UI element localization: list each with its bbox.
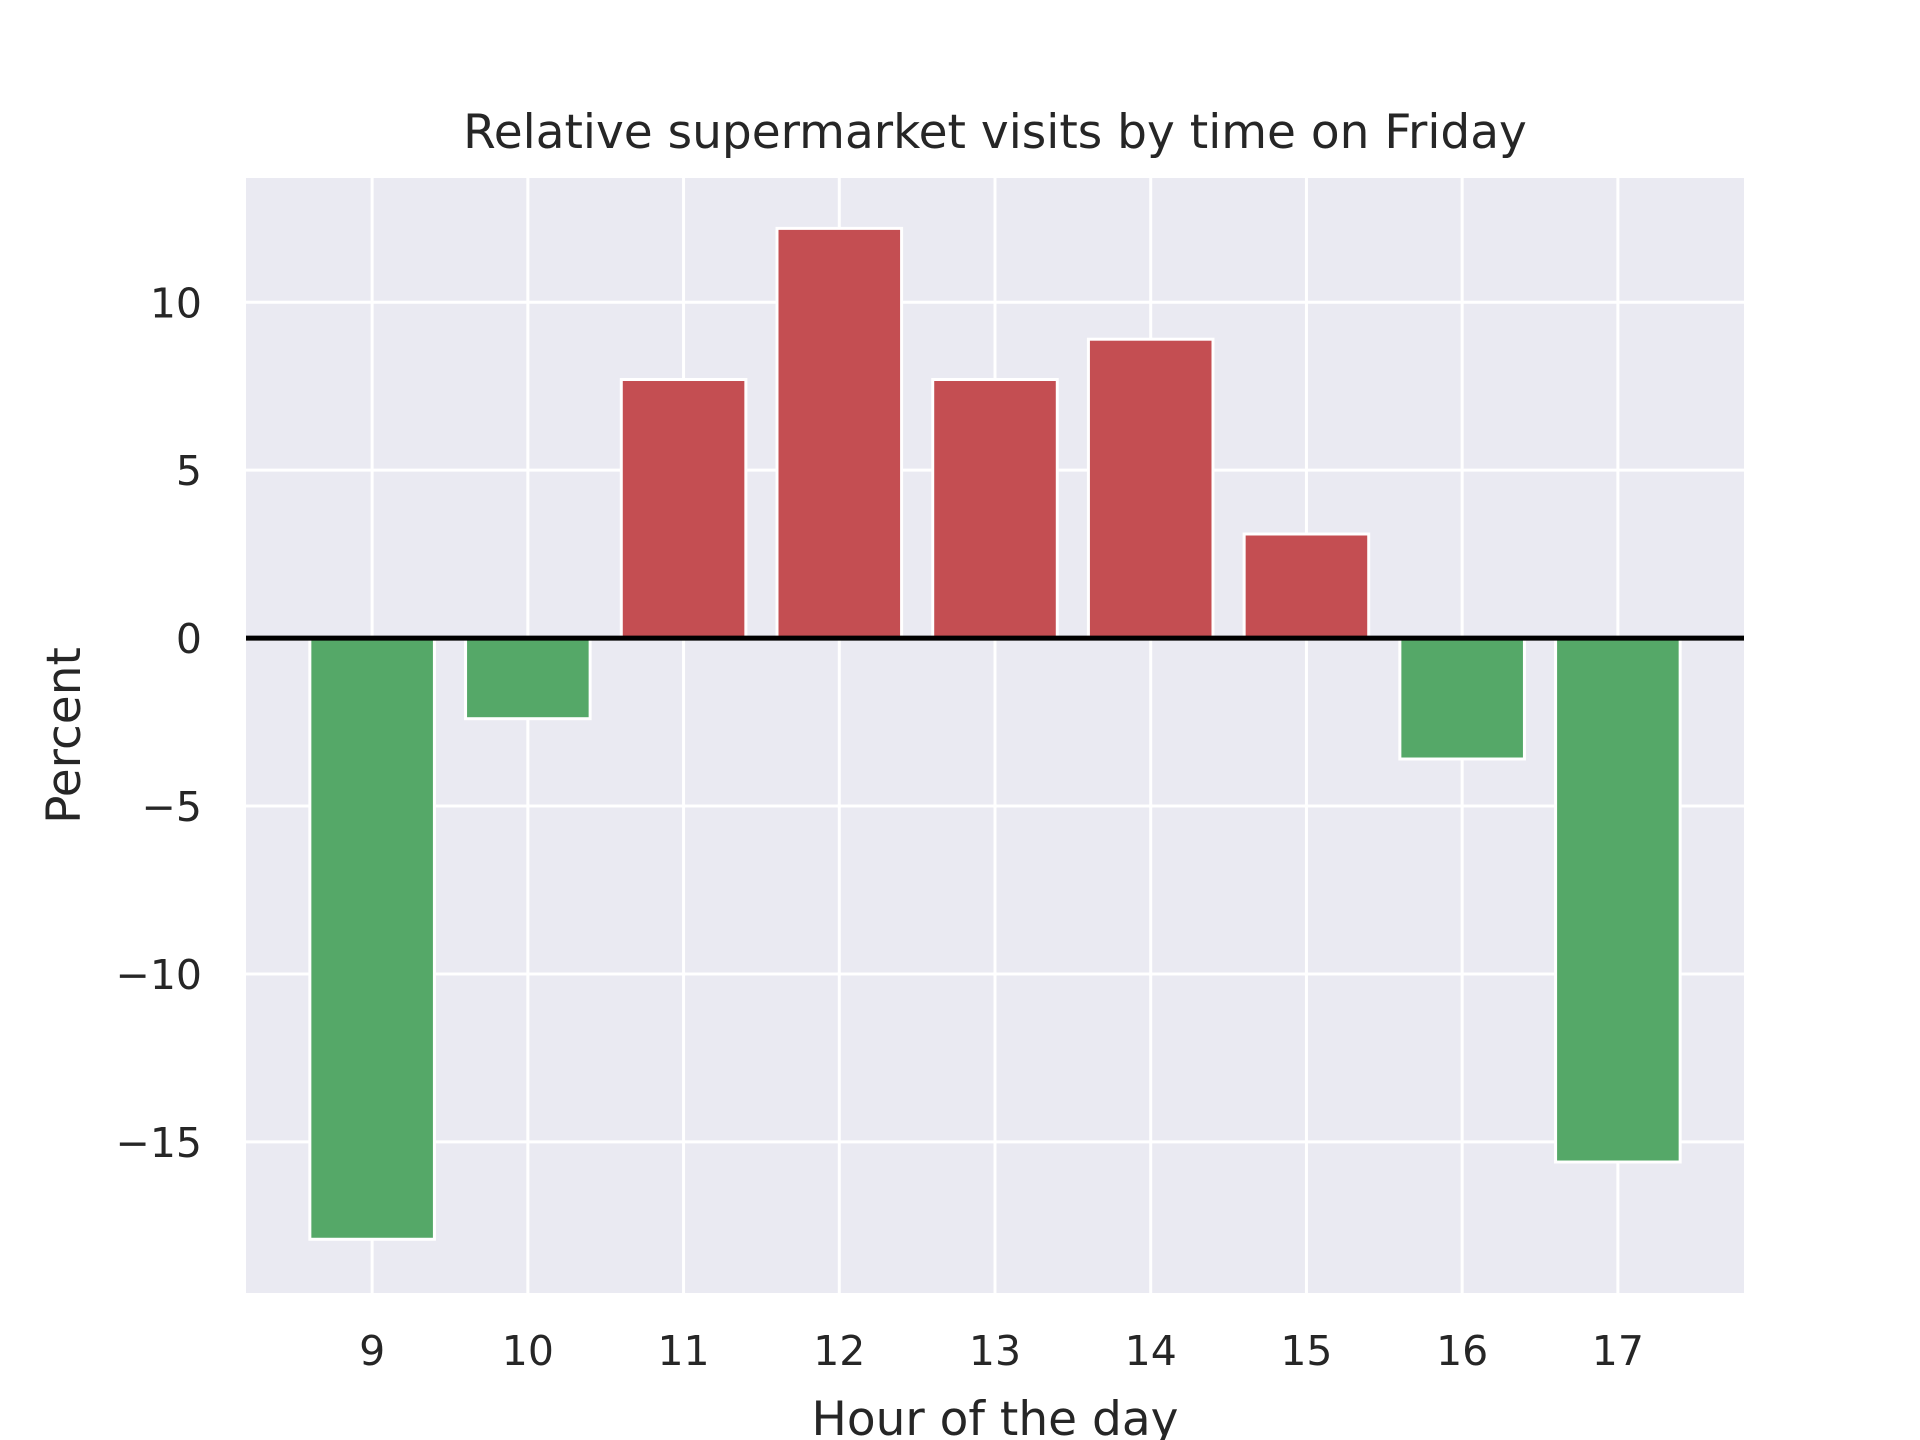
bar-10	[464, 636, 592, 721]
x-tick-label: 16	[1436, 1327, 1488, 1375]
x-tick-label: 11	[657, 1327, 709, 1375]
y-tick-label: −5	[142, 783, 202, 831]
bars	[308, 226, 1682, 1241]
bar-16	[1398, 636, 1526, 761]
y-axis-label: Percent	[37, 647, 92, 824]
y-tick-labels: −15 −10 −5 0 5 10	[115, 279, 202, 1167]
y-tick-label: 10	[150, 279, 202, 327]
bar-9	[308, 636, 436, 1241]
y-tick-label: 5	[176, 447, 202, 495]
bar-14	[1086, 337, 1215, 640]
y-tick-label: 0	[176, 615, 202, 663]
x-tick-label: 10	[502, 1327, 554, 1375]
x-tick-label: 15	[1280, 1327, 1332, 1375]
y-tick-label: −15	[115, 1119, 202, 1167]
bar-17	[1554, 636, 1682, 1164]
x-tick-labels: 9 10 11 12 13 14 15 16 17	[359, 1327, 1644, 1375]
x-tick-label: 12	[813, 1327, 865, 1375]
bar-13	[931, 378, 1059, 640]
x-tick-label: 9	[359, 1327, 385, 1375]
bar-12	[775, 226, 904, 640]
x-tick-label: 17	[1592, 1327, 1644, 1375]
bar-11	[619, 378, 748, 640]
x-tick-label: 14	[1125, 1327, 1177, 1375]
bar-15	[1242, 532, 1371, 640]
chart-title: Relative supermarket visits by time on F…	[463, 105, 1527, 160]
y-tick-label: −10	[115, 951, 202, 999]
x-tick-label: 13	[969, 1327, 1021, 1375]
x-axis-label: Hour of the day	[812, 1392, 1179, 1440]
